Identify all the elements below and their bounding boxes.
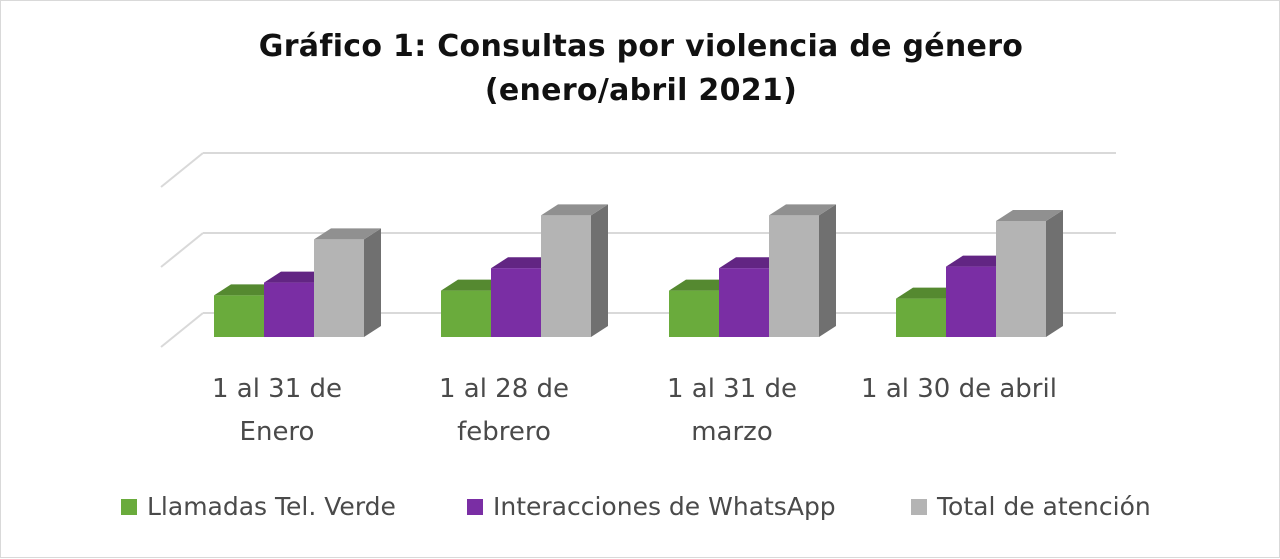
bar — [769, 215, 819, 337]
legend-swatch — [467, 499, 483, 515]
bar-side — [819, 204, 836, 337]
gridline-side — [160, 152, 204, 188]
bar-top — [541, 204, 608, 216]
category-label: 1 al 31 de — [212, 374, 342, 404]
bar — [896, 298, 946, 337]
legend-label: Interacciones de WhatsApp — [493, 492, 836, 521]
category-label: 1 al 31 de — [667, 374, 797, 404]
bar-side — [364, 228, 381, 337]
category-label: Enero — [240, 417, 315, 447]
category-label: febrero — [457, 417, 551, 447]
bar — [214, 295, 264, 337]
bar-side — [591, 204, 608, 337]
bar-side — [1046, 210, 1063, 337]
category-label: marzo — [691, 417, 773, 447]
bar — [491, 268, 541, 337]
bar — [996, 221, 1046, 337]
legend-label: Llamadas Tel. Verde — [147, 492, 396, 521]
bar — [946, 266, 996, 337]
gridline-side — [160, 312, 204, 348]
gridline-side — [160, 232, 204, 268]
chart-title-line-2: (enero/abril 2021) — [484, 73, 798, 108]
bar-top — [996, 210, 1063, 221]
bar — [541, 215, 591, 337]
bar — [669, 290, 719, 337]
category-label: 1 al 28 de — [439, 374, 569, 404]
legend-label: Total de atención — [936, 492, 1151, 521]
bar — [719, 268, 769, 337]
bar-top — [769, 204, 836, 216]
bar — [264, 282, 314, 337]
bar-top — [314, 228, 381, 240]
legend-swatch — [911, 499, 927, 515]
bar — [441, 290, 491, 337]
bar — [314, 239, 364, 337]
legend-swatch — [121, 499, 137, 515]
chart-title-line-1: Gráfico 1: Consultas por violencia de gé… — [258, 29, 1024, 64]
category-label: 1 al 30 de abril — [861, 374, 1057, 404]
